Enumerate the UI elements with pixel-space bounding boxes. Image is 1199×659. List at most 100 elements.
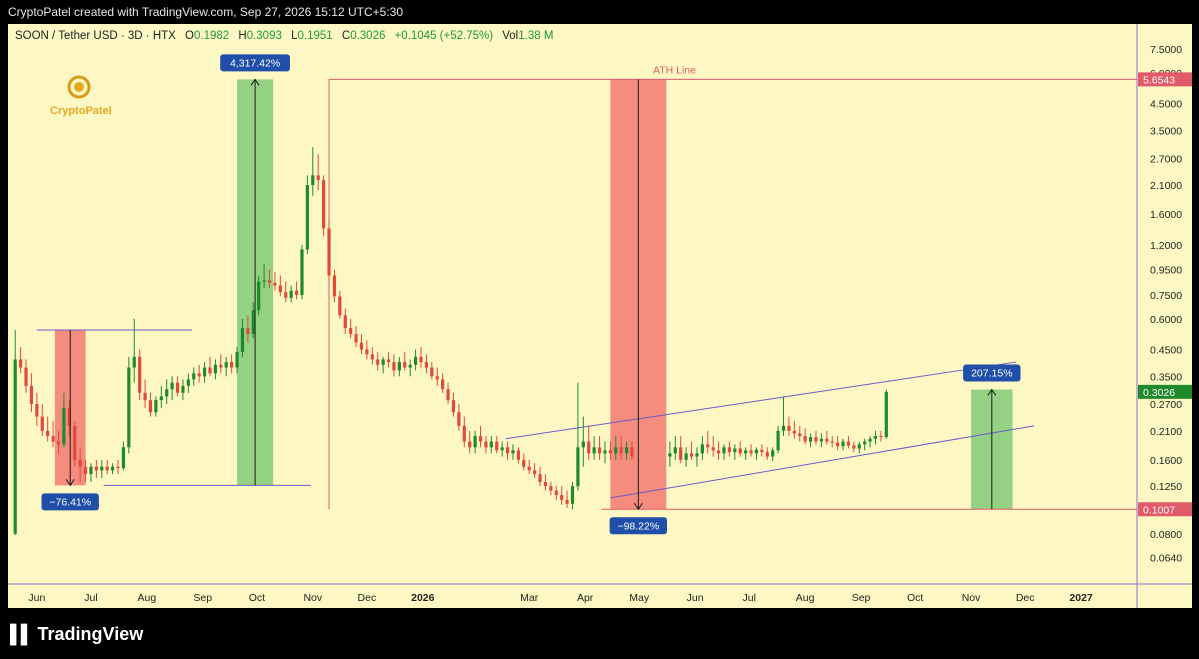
candle-body-111 (614, 447, 618, 454)
candle-body-52 (294, 290, 299, 295)
candle-body-16 (100, 466, 104, 471)
candle-body-19 (116, 466, 120, 469)
candle-body-86 (478, 436, 483, 442)
candle-body-155 (884, 391, 888, 438)
candle-body-35 (202, 367, 207, 377)
candle-body-124 (716, 450, 721, 454)
tradingview-icon: ▌▌ (10, 624, 33, 644)
tradingview-wordmark: TradingView (37, 624, 144, 644)
y-tick-label-8: 0.9500 (1150, 265, 1182, 277)
y-tick-label-18: 0.0800 (1150, 529, 1182, 541)
x-tick-label-14: Sep (852, 592, 871, 604)
candle-body-126 (727, 447, 732, 453)
x-tick-label-16: Nov (962, 592, 981, 604)
candle-body-29 (170, 382, 174, 390)
close-value: 0.3026 (350, 30, 386, 42)
candle-body-31 (181, 385, 185, 393)
price-chart[interactable]: ATH Line −76.41% 4,317.42% −98.22% 207.15% 7.… (8, 24, 1192, 608)
candle-body-18 (111, 466, 115, 471)
candle-body-2 (24, 367, 28, 386)
candle-body-73 (408, 364, 412, 368)
candle-body-115 (668, 453, 672, 457)
measure-label-0: −76.41% (49, 496, 91, 508)
candle-body-66 (370, 354, 374, 360)
candle-body-34 (197, 373, 201, 377)
ath-line-label: ATH Line (653, 64, 696, 76)
candle-body-28 (165, 389, 169, 397)
x-tick-label-12: Jul (743, 592, 756, 604)
candle-body-95 (527, 466, 531, 471)
candle-body-134 (771, 450, 775, 457)
tradingview-brand[interactable]: ▌▌ TradingView (10, 624, 143, 645)
attribution-bar: CryptoPatel created with TradingView.com… (0, 0, 1199, 24)
candle-body-120 (695, 453, 699, 457)
candle-body-72 (403, 362, 407, 368)
y-tick-label-15: 0.1600 (1150, 455, 1182, 467)
candle-body-128 (738, 448, 742, 454)
candle-body-136 (781, 425, 786, 431)
candle-body-79 (441, 379, 445, 390)
candle-body-61 (343, 315, 347, 329)
y-tick-label-4: 2.7000 (1150, 153, 1182, 165)
candle-body-109 (603, 450, 607, 454)
candle-body-116 (673, 447, 677, 454)
volume-value: 1.38 M (518, 30, 554, 42)
candle-body-68 (381, 359, 385, 365)
price-tag-text-0: 5.6543 (1143, 74, 1175, 86)
price-tag-2 (1138, 502, 1192, 517)
x-tick-label-18: 2027 (1069, 592, 1093, 604)
candle-body-1 (19, 359, 23, 368)
candle-body-7 (51, 436, 55, 442)
candle-body-139 (798, 433, 802, 437)
measure-label-box-2 (609, 517, 668, 535)
candle-body-133 (765, 452, 769, 457)
candle-body-21 (127, 367, 131, 448)
candle-body-145 (830, 441, 834, 443)
candle-body-53 (300, 249, 304, 295)
candle-body-84 (468, 441, 472, 448)
candle-body-102 (565, 499, 569, 504)
x-tick-label-13: Aug (796, 592, 815, 604)
candle-body-39 (224, 362, 228, 368)
candle-body-32 (186, 379, 190, 386)
y-tick-label-11: 0.4500 (1150, 344, 1182, 356)
candle-body-10 (67, 408, 71, 426)
candle-body-33 (192, 373, 196, 380)
symbol-label: SOON / Tether USD · 3D · HTX (15, 30, 176, 42)
candle-body-75 (419, 356, 423, 363)
y-tick-label-7: 1.2000 (1150, 240, 1182, 252)
candle-body-152 (868, 438, 872, 442)
candle-body-43 (246, 328, 250, 335)
candle-body-40 (230, 362, 234, 368)
candle-body-130 (749, 450, 753, 454)
candle-body-142 (814, 437, 818, 442)
candle-body-13 (83, 466, 88, 475)
candle-body-118 (684, 453, 688, 460)
measure-arrowhead-2 (633, 503, 643, 511)
candle-body-113 (625, 447, 629, 454)
x-tick-label-8: Mar (520, 592, 539, 604)
candle-body-44 (251, 310, 255, 335)
y-tick-label-16: 0.1250 (1150, 481, 1182, 493)
candle-body-106 (587, 441, 591, 454)
candle-body-23 (138, 356, 142, 393)
channel-line-0 (505, 361, 1017, 440)
x-tick-label-17: Dec (1016, 592, 1035, 604)
candle-body-98 (543, 482, 548, 487)
y-tick-label-12: 0.3500 (1150, 371, 1182, 383)
channel-line-1 (610, 425, 1035, 499)
price-tag-text-1: 0.3026 (1143, 387, 1175, 399)
chart-area[interactable]: ATH Line −76.41% 4,317.42% −98.22% 207.15% 7.… (8, 24, 1192, 608)
x-tick-label-5: Nov (303, 592, 322, 604)
candle-body-103 (570, 486, 575, 504)
candle-body-38 (219, 364, 223, 368)
candle-body-96 (533, 470, 537, 475)
candle-body-6 (46, 430, 50, 437)
candle-body-62 (349, 328, 353, 335)
candle-body-87 (484, 441, 488, 448)
high-value: 0.3093 (246, 30, 282, 42)
candle-body-135 (776, 430, 780, 451)
candle-body-56 (316, 175, 320, 181)
candle-body-107 (592, 447, 596, 454)
close-key: C (341, 30, 351, 42)
